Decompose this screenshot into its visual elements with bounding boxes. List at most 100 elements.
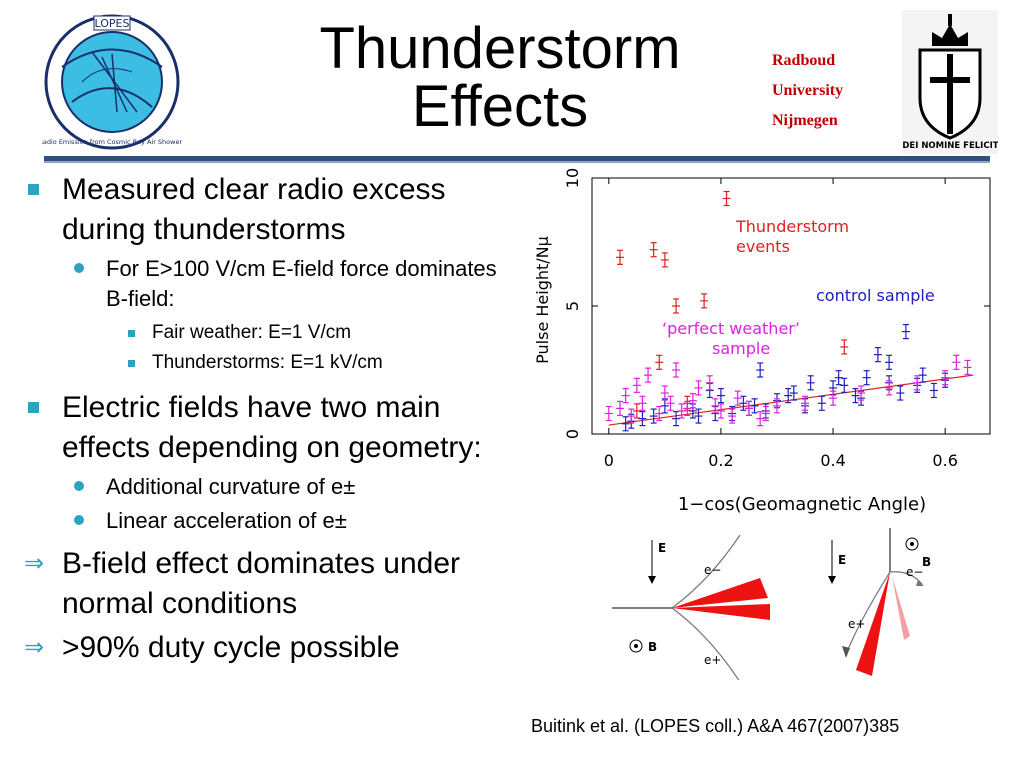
sub-bullet-item: Linear acceleration of e±: [24, 506, 524, 536]
small-square-bullet-icon: [128, 360, 135, 367]
b-field-label: B: [922, 555, 931, 569]
institution-line-3: Nijmegen: [772, 112, 838, 129]
dot-bullet-icon: [74, 515, 84, 525]
sub-sub-bullet-text: Fair weather: E=1 V/cm: [152, 322, 352, 343]
data-point-perfect: [660, 385, 669, 401]
sub-sub-bullet-item: Fair weather: E=1 V/cm: [24, 318, 524, 348]
bullet-item: Electric fields have two main effects de…: [24, 388, 524, 468]
data-point-perfect: [705, 375, 714, 391]
electron-track: [671, 534, 741, 609]
square-bullet-icon: [28, 184, 39, 195]
title-line-2: Effects: [411, 74, 589, 139]
data-point-control: [929, 382, 938, 399]
data-point-perfect: [733, 390, 742, 406]
bullet-item: ⇒ B-field effect dominates under normal …: [24, 544, 524, 624]
emission-cone: [856, 572, 890, 676]
data-point-thunderstorm: [616, 249, 625, 265]
data-point-control: [851, 388, 860, 404]
diagram-left: E e− e+ B: [612, 534, 770, 680]
data-point-control: [840, 377, 849, 393]
sub-bullet-item: Additional curvature of e±: [24, 472, 524, 502]
b-field-label: B: [648, 640, 657, 654]
x-tick-label: 0.6: [932, 451, 957, 470]
data-point-thunderstorm: [632, 403, 641, 419]
double-arrow-icon: ⇒: [24, 634, 45, 661]
data-point-control: [789, 385, 798, 401]
bullet-text: Electric fields have two main effects de…: [62, 391, 482, 464]
x-tick-label: 0.2: [708, 451, 733, 470]
double-arrow-icon: ⇒: [24, 550, 45, 577]
electron-label: e−: [704, 563, 721, 577]
data-point-perfect: [672, 362, 681, 378]
title-line-1: Thunderstorm: [319, 16, 681, 81]
positron-track: [671, 607, 740, 680]
data-point-control: [621, 416, 630, 432]
data-point-perfect: [677, 403, 686, 419]
diagram-right: E e− e+ B: [828, 528, 931, 676]
citation: Buitink et al. (LOPES coll.) A&A 467(200…: [531, 716, 900, 736]
data-point-control: [638, 411, 647, 427]
positron-label: e+: [704, 653, 721, 667]
y-axis-label: Pulse Height/Nμ: [533, 236, 552, 364]
data-point-control: [862, 370, 871, 386]
b-field-out-icon: [629, 639, 643, 653]
data-point-thunderstorm: [672, 298, 681, 314]
data-point-perfect: [632, 377, 641, 393]
data-point-perfect: [655, 405, 664, 422]
sub-bullet-text: Additional curvature of e±: [106, 474, 356, 499]
data-point-control: [756, 362, 765, 378]
sub-bullet-text: Linear acceleration of e±: [106, 508, 347, 533]
lopes-logo: LOPES Radio Emission from Cosmic Ray Air…: [42, 14, 182, 150]
data-point-control: [660, 398, 669, 414]
x-tick-label: 0.4: [820, 451, 845, 470]
y-tick-label: 10: [563, 168, 582, 188]
bullet-item: Measured clear radio excess during thund…: [24, 170, 524, 250]
title-divider: [44, 156, 990, 161]
data-point-control: [896, 385, 905, 401]
annotation-control: control sample: [816, 286, 935, 305]
data-point-perfect: [772, 398, 781, 414]
emission-cone-lower: [672, 604, 770, 620]
e-field-label: E: [658, 541, 666, 555]
data-point-control: [873, 347, 882, 363]
data-point-perfect: [744, 400, 753, 416]
positron-track: [845, 571, 891, 655]
data-point-thunderstorm: [660, 252, 669, 268]
data-point-perfect: [716, 403, 725, 419]
field-diagram: E e− e+ B E e− e+ B: [612, 528, 931, 680]
lopes-logo-motto: Radio Emission from Cosmic Ray Air Showe…: [42, 138, 182, 146]
data-point-perfect: [683, 400, 692, 416]
institution-line-1: Radboud: [772, 52, 836, 69]
scatter-plot: 0 0.2 0.4 0.6 0 5 10 Pulse Height/Nμ 1−cos(Geo…: [533, 168, 991, 515]
data-point-control: [885, 354, 894, 370]
data-point-perfect: [728, 408, 737, 424]
y-tick-label: 0: [563, 429, 582, 439]
y-tick-label: 5: [563, 301, 582, 311]
data-point-perfect: [666, 395, 675, 411]
annotation-thunderstorm: Thunderstorm events: [735, 217, 849, 256]
small-square-bullet-icon: [128, 330, 135, 337]
bullet-text: >90% duty cycle possible: [62, 631, 400, 664]
data-point-perfect: [627, 408, 636, 424]
data-point-thunderstorm: [722, 190, 731, 207]
x-axis-label: 1−cos(Geomagnetic Angle): [678, 494, 926, 515]
data-point-perfect: [829, 390, 838, 406]
data-point-perfect: [963, 359, 972, 376]
bullet-list: Measured clear radio excess during thund…: [24, 170, 524, 672]
bullet-text: B-field effect dominates under normal co…: [62, 547, 461, 620]
data-point-perfect: [761, 405, 770, 422]
bullet-item: ⇒ >90% duty cycle possible: [24, 628, 524, 668]
e-field-label: E: [838, 553, 846, 567]
data-point-control: [834, 370, 843, 386]
b-field-out-icon: [905, 537, 919, 551]
data-point-perfect: [952, 354, 961, 370]
square-bullet-icon: [28, 402, 39, 413]
data-point-perfect: [694, 380, 703, 396]
annotation-perfect: ‘perfect weather’ sample: [662, 319, 800, 358]
sub-bullet-text: For E>100 V/cm E-field force dominates B…: [106, 256, 497, 311]
dot-bullet-icon: [74, 263, 84, 273]
data-point-perfect: [913, 375, 922, 391]
data-point-control: [784, 388, 793, 404]
data-point-perfect: [616, 400, 625, 416]
data-point-perfect: [621, 388, 630, 404]
